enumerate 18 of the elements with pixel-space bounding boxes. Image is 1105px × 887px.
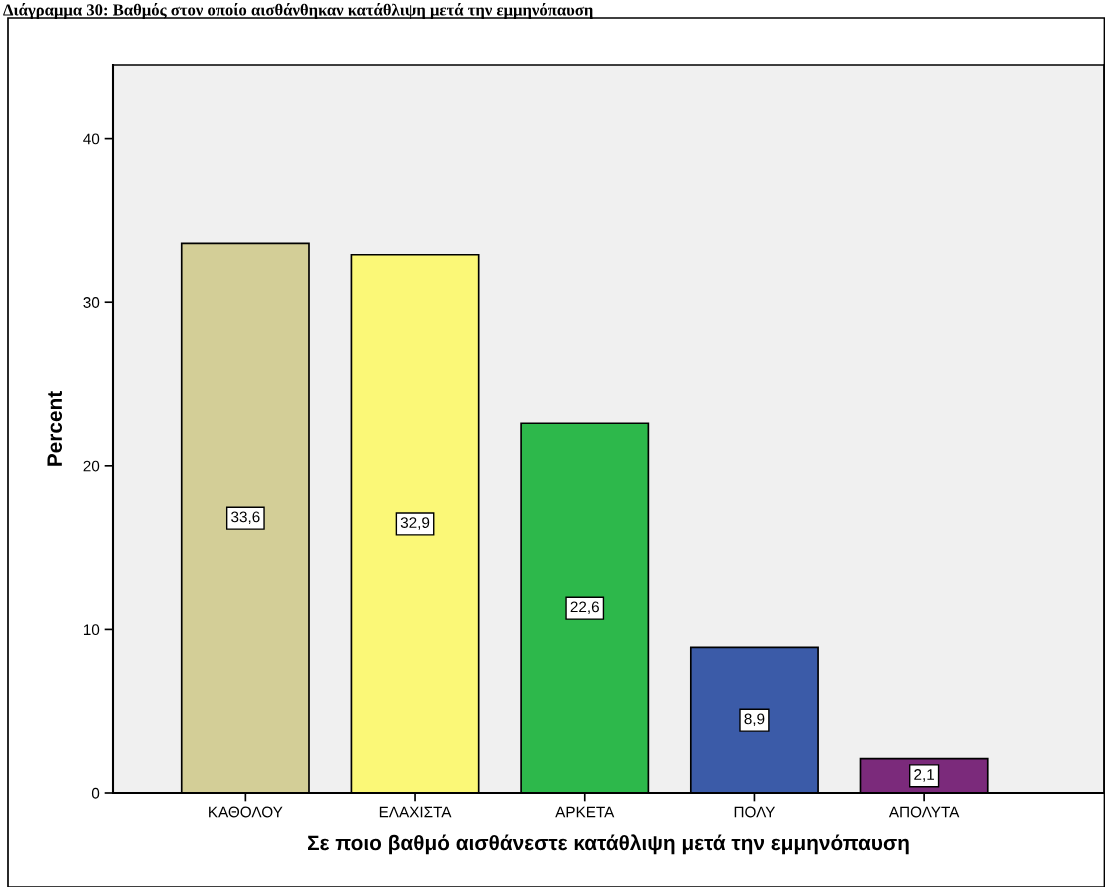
- x-tick-label: ΠΟΛΥ: [734, 806, 776, 818]
- y-tick-label: 10: [83, 624, 100, 636]
- data-label: 22,6: [570, 601, 599, 615]
- x-tick-label: ΑΠΟΛΥΤΑ: [888, 806, 960, 818]
- y-tick-label: 40: [83, 133, 100, 145]
- chart-title: Διάγραμμα 30: Βαθμός στον οποίο αισθάνθηκαν κατάθλιψη μετά την εμμηνόπαυση: [3, 3, 593, 19]
- x-tick-label: ΑΡΚΕΤΑ: [555, 806, 615, 818]
- x-axis-title: Σε ποιο βαθμό αισθάνεστε κατάθλιψη μετά την εμμηνόπαυση: [308, 834, 909, 855]
- y-axis-title: Percent: [47, 391, 63, 466]
- y-tick-label: 30: [83, 297, 100, 308]
- data-label: 8,9: [744, 713, 765, 727]
- y-tick-label: 0: [91, 787, 100, 799]
- x-tick-label: ΕΛΑΧΙΣΤΑ: [379, 806, 452, 818]
- y-tick-label: 20: [83, 460, 100, 472]
- x-tick-label: ΚΑΘΟΛΟΥ: [209, 806, 283, 818]
- data-label: 33,6: [231, 511, 260, 525]
- data-label: 2,1: [914, 769, 934, 782]
- data-label: 32,9: [400, 517, 430, 530]
